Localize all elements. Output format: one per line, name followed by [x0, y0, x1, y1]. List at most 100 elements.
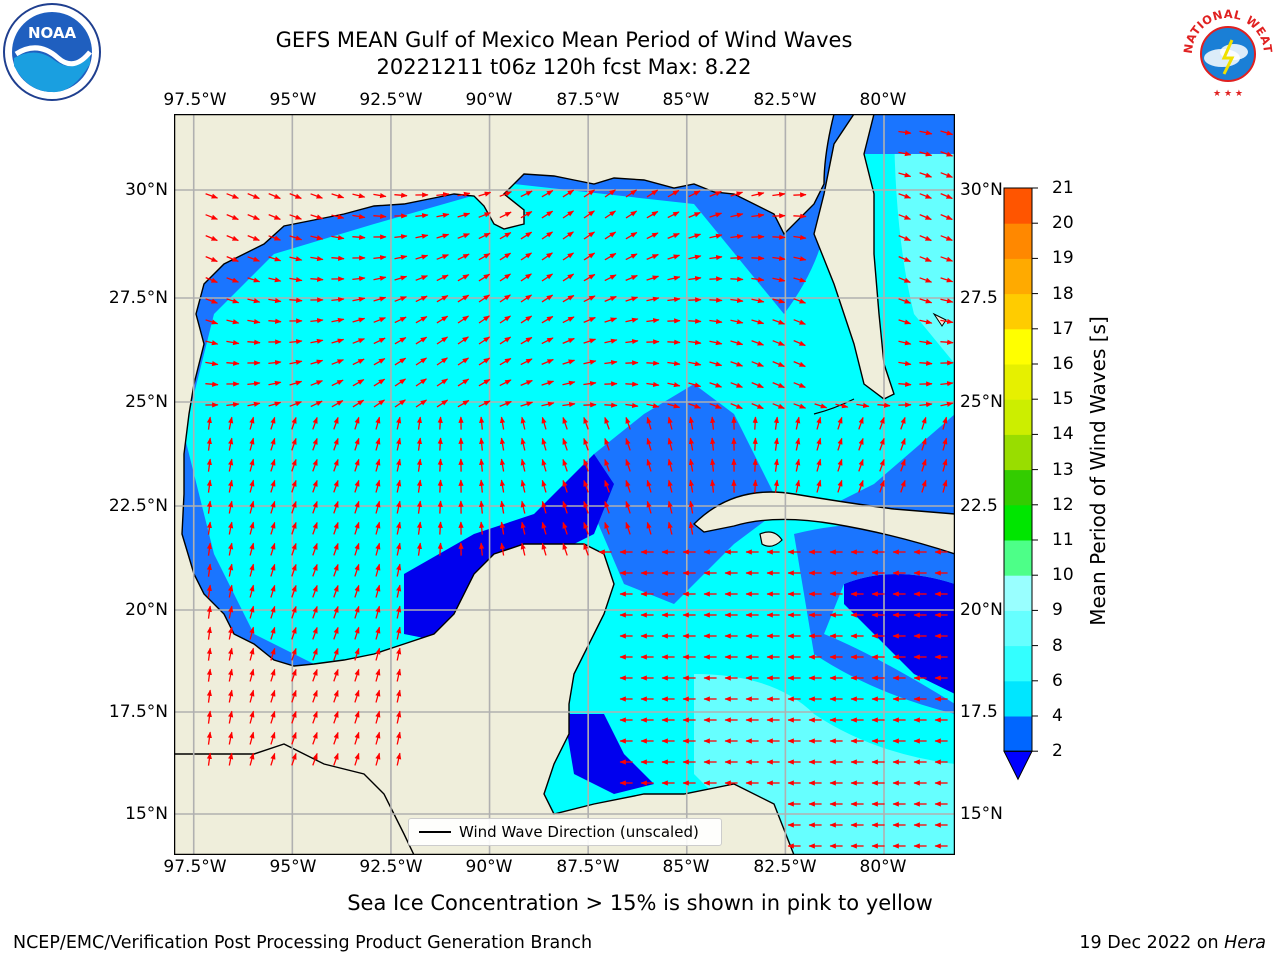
lon-label-top: 87.5°W	[556, 90, 620, 110]
wave-direction-arrow	[604, 437, 610, 451]
wave-direction-arrow	[249, 626, 255, 640]
wave-direction-arrow	[793, 298, 807, 304]
wave-direction-arrow	[228, 500, 234, 514]
wave-direction-arrow	[291, 689, 297, 703]
wave-direction-arrow	[793, 256, 807, 262]
wave-direction-arrow	[520, 416, 526, 430]
wave-direction-arrow	[291, 437, 297, 451]
wave-direction-arrow	[312, 626, 318, 640]
wave-direction-arrow	[541, 231, 554, 240]
wave-direction-arrow	[270, 626, 276, 640]
wave-direction-arrow	[268, 401, 282, 407]
wave-direction-arrow	[333, 500, 339, 514]
band-lt2-gulf-honduras	[564, 714, 654, 794]
wave-direction-arrow	[562, 437, 568, 451]
wave-direction-arrow	[479, 500, 485, 514]
wave-direction-arrow	[354, 437, 360, 451]
wave-direction-arrow	[604, 231, 617, 240]
wave-direction-arrow	[520, 500, 526, 514]
wave-direction-arrow	[898, 151, 912, 157]
wave-direction-arrow	[900, 416, 906, 430]
wave-direction-arrow	[249, 563, 255, 577]
wave-direction-arrow	[436, 378, 449, 387]
wave-direction-arrow	[646, 500, 652, 514]
wave-direction-arrow	[291, 542, 297, 556]
wave-direction-arrow	[270, 752, 276, 766]
wave-direction-arrow	[795, 416, 801, 430]
wave-direction-arrow	[772, 361, 785, 368]
wave-direction-arrow	[751, 213, 765, 219]
wave-direction-arrow	[604, 210, 617, 219]
wave-direction-arrow	[228, 668, 234, 682]
wave-direction-arrow	[667, 500, 673, 514]
wave-direction-arrow	[249, 542, 255, 556]
wave-direction-arrow	[333, 731, 339, 745]
wave-direction-arrow	[375, 752, 381, 766]
wave-direction-arrow	[646, 232, 659, 240]
wave-direction-arrow	[312, 689, 318, 703]
wave-direction-arrow	[751, 319, 765, 325]
wave-direction-arrow	[646, 416, 652, 430]
wave-direction-arrow	[709, 403, 723, 409]
wave-direction-arrow	[333, 542, 339, 556]
wave-direction-arrow	[667, 479, 673, 493]
wave-direction-arrow	[352, 193, 366, 199]
wave-direction-arrow	[228, 458, 234, 472]
wave-direction-arrow	[919, 402, 933, 408]
wave-direction-arrow	[751, 298, 765, 304]
wave-direction-arrow	[562, 337, 575, 344]
wave-direction-arrow	[457, 233, 471, 239]
producer-credit: NCEP/EMC/Verification Post Processing Pr…	[13, 933, 593, 953]
wave-direction-arrow	[205, 214, 219, 220]
wave-direction-arrow	[333, 668, 339, 682]
wave-direction-arrow	[226, 277, 240, 283]
wave-direction-arrow	[333, 752, 339, 766]
wave-direction-arrow	[667, 382, 681, 388]
wave-direction-arrow	[333, 689, 339, 703]
svg-text:★ ★ ★: ★ ★ ★	[1213, 89, 1243, 99]
wave-direction-arrow	[940, 235, 953, 242]
run-date: 19 Dec 2022 on	[1079, 933, 1225, 953]
wave-direction-arrow	[312, 458, 318, 472]
lat-label-left: 15°N	[125, 804, 168, 824]
wave-direction-arrow	[249, 416, 255, 430]
wave-direction-arrow	[583, 210, 595, 219]
lat-label-left: 30°N	[125, 180, 168, 200]
wave-direction-arrow	[291, 584, 297, 598]
wave-direction-arrow	[499, 479, 506, 493]
wave-direction-arrow	[919, 277, 933, 283]
wave-direction-arrow	[520, 542, 526, 556]
land-isle-of-youth	[759, 531, 783, 547]
wave-direction-arrow	[625, 458, 631, 472]
wave-direction-arrow	[625, 274, 638, 281]
wave-direction-arrow	[312, 710, 318, 724]
wave-direction-arrow	[583, 231, 596, 240]
colorbar-tick-label: 20	[1052, 213, 1074, 234]
wave-direction-arrow	[773, 458, 779, 472]
wave-direction-arrow	[478, 191, 492, 197]
wave-direction-arrow	[479, 521, 485, 535]
wave-direction-arrow	[772, 277, 786, 283]
wave-direction-arrow	[688, 403, 702, 409]
wave-direction-arrow	[312, 584, 318, 598]
wave-direction-arrow	[352, 296, 366, 302]
wave-direction-arrow	[416, 500, 423, 514]
wave-direction-arrow	[436, 315, 449, 324]
wave-direction-arrow	[206, 500, 212, 514]
wave-direction-arrow	[396, 584, 402, 598]
wave-direction-arrow	[646, 253, 659, 260]
wave-direction-arrow	[921, 416, 927, 430]
wave-direction-arrow	[919, 339, 933, 346]
colorbar-segment	[1004, 223, 1032, 259]
wave-direction-arrow	[394, 399, 406, 408]
wave-direction-arrow	[415, 275, 429, 281]
wave-direction-arrow	[772, 403, 785, 410]
wave-direction-arrow	[583, 252, 596, 261]
wave-direction-arrow	[919, 235, 932, 242]
machine-name: Hera	[1224, 933, 1266, 953]
wave-direction-arrow	[667, 416, 673, 430]
wave-direction-arrow	[289, 401, 303, 407]
wave-direction-arrow	[499, 458, 506, 472]
wave-direction-arrow	[520, 479, 526, 493]
wave-direction-arrow	[268, 277, 282, 283]
